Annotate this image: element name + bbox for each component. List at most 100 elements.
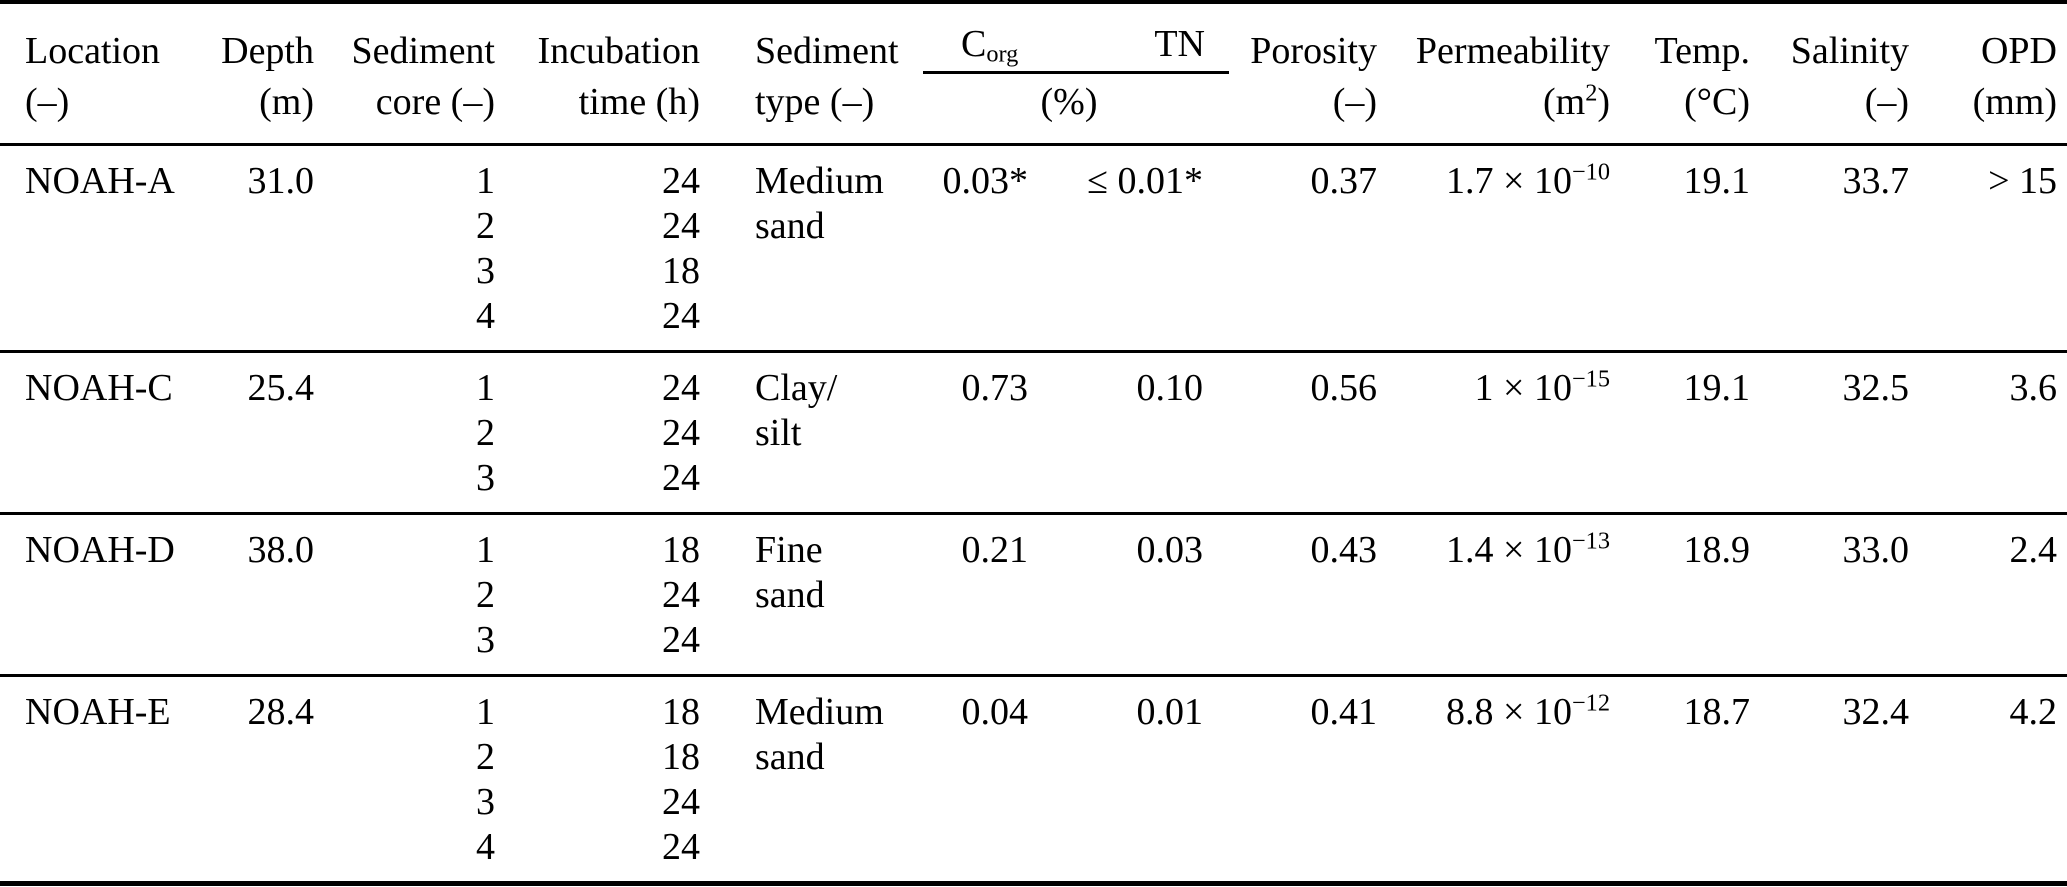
permeability-exponent: −13 xyxy=(1571,527,1610,555)
cell-permeability: 8.8 × 10−12 xyxy=(1446,689,1610,733)
cell-location: NOAH-D xyxy=(25,529,175,571)
incubation-time: 24 xyxy=(662,574,700,616)
cell-porosity: 0.37 xyxy=(1310,160,1378,202)
sediment-type-line: Medium xyxy=(755,160,884,202)
cell-tn: 0.03 xyxy=(1136,529,1204,571)
core-number: 1 xyxy=(476,529,495,571)
cell-tn: 0.10 xyxy=(1136,367,1204,409)
corg-subscript: org xyxy=(986,40,1019,68)
cell-porosity: 0.41 xyxy=(1310,691,1378,733)
sediment-type-line: sand xyxy=(755,205,825,247)
core-number: 2 xyxy=(476,205,495,247)
incubation-time: 18 xyxy=(662,736,700,778)
col-unit-location: (–) xyxy=(25,81,70,123)
incubation-time: 24 xyxy=(662,619,700,661)
sediment-type-line: Fine xyxy=(755,529,823,571)
cell-tn: 0.01 xyxy=(1136,691,1204,733)
cell-core-numbers: 1 2 3 xyxy=(314,352,495,514)
cell-sediment-type: Medium sand xyxy=(700,676,935,884)
cell-location: NOAH-A xyxy=(25,160,175,202)
core-number: 3 xyxy=(476,619,495,661)
incubation-time: 18 xyxy=(662,691,700,733)
cell-sediment-type: Medium sand xyxy=(700,145,935,352)
core-number: 4 xyxy=(476,826,495,868)
table-row-noah-a: NOAH-A 31.0 1 2 3 4 24 24 18 24 Medium s… xyxy=(0,145,2067,352)
col-unit-incubation: time (h) xyxy=(578,81,700,123)
col-header-tn: TN xyxy=(1154,23,1205,65)
permeability-exponent: −12 xyxy=(1571,689,1610,717)
cell-permeability: 1 × 10−15 xyxy=(1474,365,1610,409)
col-unit-depth: (m) xyxy=(259,81,314,123)
col-unit-sediment-core: core (–) xyxy=(375,81,495,123)
cell-temp: 19.1 xyxy=(1683,160,1751,202)
col-unit-porosity: (–) xyxy=(1332,81,1377,123)
cell-porosity: 0.56 xyxy=(1310,367,1378,409)
incubation-time: 24 xyxy=(662,457,700,499)
col-unit-opd: (mm) xyxy=(1972,81,2057,123)
col-header-corg-tn-group: Corg TN xyxy=(923,2,1229,74)
cell-opd: 2.4 xyxy=(2009,529,2058,571)
core-number: 4 xyxy=(476,295,495,337)
cell-location: NOAH-E xyxy=(25,691,171,733)
col-header-depth: Depth xyxy=(221,30,314,72)
core-number: 2 xyxy=(476,736,495,778)
table-row-noah-e: NOAH-E 28.4 1 2 3 4 18 18 24 24 Medium s… xyxy=(0,676,2067,884)
cell-salinity: 33.0 xyxy=(1842,529,1910,571)
cell-salinity: 32.5 xyxy=(1842,367,1910,409)
sediment-type-line: sand xyxy=(755,736,825,778)
cell-core-numbers: 1 2 3 4 xyxy=(314,676,495,884)
core-number: 2 xyxy=(476,412,495,454)
cell-opd: > 15 xyxy=(1988,160,2057,202)
col-header-permeability: Permeability xyxy=(1415,30,1610,72)
cell-sediment-type: Fine sand xyxy=(700,514,935,676)
cell-incubation-times: 18 18 24 24 xyxy=(495,676,700,884)
cell-temp: 19.1 xyxy=(1683,367,1751,409)
cell-incubation-times: 18 24 24 xyxy=(495,514,700,676)
permeability-exponent: −15 xyxy=(1571,365,1610,393)
table-row-noah-c: NOAH-C 25.4 1 2 3 24 24 24 Clay/ silt 0.… xyxy=(0,352,2067,514)
cell-incubation-times: 24 24 18 24 xyxy=(495,145,700,352)
cell-temp: 18.7 xyxy=(1683,691,1751,733)
col-header-incubation: Incubation xyxy=(537,30,700,72)
sediment-type-line: silt xyxy=(755,412,802,454)
cell-permeability: 1.4 × 10−13 xyxy=(1446,527,1610,571)
corg-tn-group-rule: Corg TN xyxy=(923,22,1229,74)
col-unit-permeability: (m2) xyxy=(1542,79,1610,123)
cell-salinity: 32.4 xyxy=(1842,691,1910,733)
table-body: NOAH-A 31.0 1 2 3 4 24 24 18 24 Medium s… xyxy=(0,145,2067,884)
sediment-type-line: Medium xyxy=(755,691,884,733)
incubation-time: 18 xyxy=(662,529,700,571)
core-number: 2 xyxy=(476,574,495,616)
cell-temp: 18.9 xyxy=(1683,529,1751,571)
col-unit-temp: (°C) xyxy=(1684,81,1750,123)
header-row-1: Location Depth Sediment Incubation Sedim… xyxy=(0,2,2067,74)
cell-depth: 25.4 xyxy=(247,367,315,409)
table-header: Location Depth Sediment Incubation Sedim… xyxy=(0,2,2067,145)
cell-depth: 31.0 xyxy=(247,160,315,202)
cell-opd: 4.2 xyxy=(2009,691,2058,733)
incubation-time: 24 xyxy=(662,160,700,202)
cell-permeability: 1.7 × 10−10 xyxy=(1446,158,1610,202)
incubation-time: 24 xyxy=(662,781,700,823)
core-number: 3 xyxy=(476,457,495,499)
cell-core-numbers: 1 2 3 4 xyxy=(314,145,495,352)
cell-salinity: 33.7 xyxy=(1842,160,1910,202)
core-number: 1 xyxy=(476,160,495,202)
cell-corg: 0.21 xyxy=(961,529,1029,571)
cell-opd: 3.6 xyxy=(2009,367,2058,409)
sediment-type-line: Clay/ xyxy=(755,367,838,409)
col-header-temp: Temp. xyxy=(1654,30,1750,72)
table-row-noah-d: NOAH-D 38.0 1 2 3 18 24 24 Fine sand 0.2… xyxy=(0,514,2067,676)
cell-depth: 28.4 xyxy=(247,691,315,733)
incubation-time: 24 xyxy=(662,295,700,337)
incubation-time: 24 xyxy=(662,205,700,247)
core-number: 3 xyxy=(476,250,495,292)
core-number: 1 xyxy=(476,367,495,409)
cell-corg: 0.03* xyxy=(942,160,1029,202)
cell-corg: 0.73 xyxy=(961,367,1029,409)
cell-depth: 38.0 xyxy=(247,529,315,571)
col-unit-salinity: (–) xyxy=(1864,81,1909,123)
col-header-sediment-type: Sediment xyxy=(755,30,899,72)
